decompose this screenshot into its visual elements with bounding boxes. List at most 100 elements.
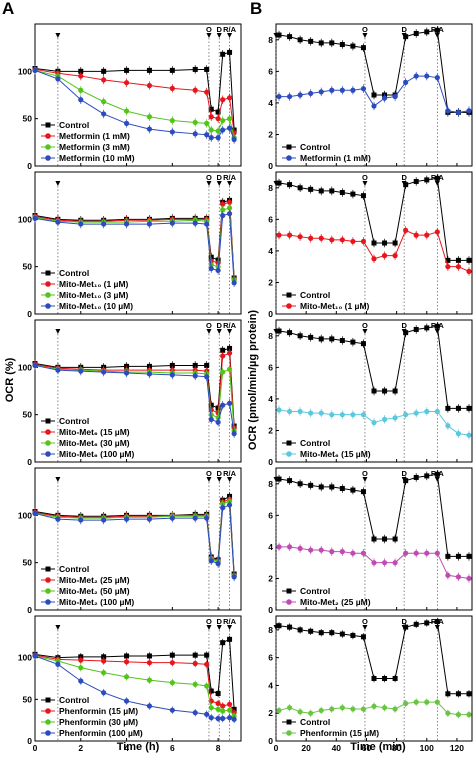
data-point [208,402,214,408]
data-point [466,257,472,263]
series-line [34,364,235,434]
y-tick-label: 50 [23,558,33,568]
data-point [78,68,84,74]
data-point [169,117,175,124]
data-point [204,374,210,380]
injection-arrow [227,477,233,482]
data-point [392,253,398,259]
data-point [350,87,356,93]
data-point [226,205,233,211]
data-point [146,516,153,522]
y-tick-label: 6 [268,66,273,76]
data-point [455,431,462,437]
y-tick-label: 2 [268,708,273,718]
data-point [371,103,377,109]
data-point [434,550,440,556]
data-point [226,116,233,122]
legend-label: Control [59,564,89,574]
data-point [226,366,233,372]
data-point [78,657,84,663]
legend-marker [286,292,292,298]
data-point [146,221,153,227]
series-line [34,352,235,428]
data-point [424,177,430,183]
data-point [424,408,430,415]
data-point [204,362,210,368]
data-point [192,681,198,687]
data-point [220,51,226,57]
y-tick-label: 4 [268,98,273,108]
data-point [413,621,419,627]
data-point [339,412,345,418]
data-point [146,371,153,377]
data-point [226,211,233,217]
data-point [220,708,226,714]
injection-arrow [55,625,61,630]
data-point [339,237,345,243]
legend-marker [45,440,51,446]
data-point [204,652,210,658]
y-tick-label: 50 [23,114,33,124]
data-point [381,253,388,259]
data-point [371,676,377,681]
data-point [146,660,153,666]
data-point [208,127,214,133]
injection-label: R/A [223,173,237,182]
data-point [297,92,303,98]
data-point [192,373,198,379]
data-point [371,256,377,262]
data-point [276,707,282,714]
data-point [226,502,233,508]
data-point [208,688,214,694]
plot-frame [34,319,242,463]
data-point [55,367,61,373]
data-point [208,558,214,564]
data-point [318,630,324,636]
data-point [204,683,210,689]
data-point [169,680,175,686]
x-tick-label: 120 [450,743,464,753]
legend-marker [45,418,51,424]
data-point [204,515,210,521]
data-point [101,670,107,676]
x-tick-label: 80 [392,743,402,753]
injection-arrow [362,33,368,38]
injection-label: R/A [223,617,237,626]
data-point [231,136,237,143]
data-point [220,703,226,709]
data-point [424,73,430,79]
data-point [424,473,430,479]
injection-arrow [362,625,368,630]
data-point [220,402,226,408]
y-tick-label: 0 [268,309,273,319]
data-point [413,699,419,705]
data-point [204,120,210,126]
data-point [403,227,409,233]
data-point [413,326,419,332]
data-point [392,415,398,421]
data-point [308,628,314,634]
data-point [227,636,233,642]
data-point [392,706,398,712]
right-y-axis-title: OCR (pmol/min/µg protein) [247,310,259,450]
data-point [308,334,314,340]
injection-arrow [55,329,61,334]
data-point [101,658,107,664]
data-point [434,408,440,415]
data-point [204,89,210,95]
data-point [445,553,451,559]
series-line [34,347,235,427]
injection-arrow [227,181,233,186]
injection-label: D [217,617,223,626]
data-point [192,652,198,658]
legend-label: Mito-Met₁₀ (1 µM) [59,279,129,289]
x-tick-label: 40 [332,743,342,753]
data-point [192,362,198,368]
data-point [318,547,324,553]
injection-arrow [55,181,61,186]
data-point [424,232,430,238]
data-point [123,221,130,227]
series-line [34,495,235,575]
